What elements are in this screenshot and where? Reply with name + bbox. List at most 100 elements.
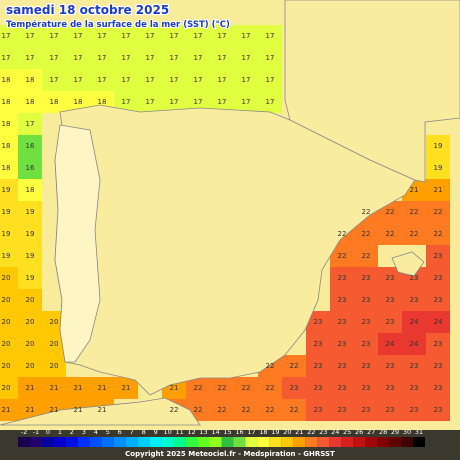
colorbar-label: 23 bbox=[319, 428, 327, 436]
sst-value: 19 bbox=[2, 186, 11, 194]
sst-cell bbox=[258, 399, 282, 421]
sst-value: 21 bbox=[74, 384, 83, 392]
sst-value: 23 bbox=[362, 296, 371, 304]
sst-value: 23 bbox=[314, 384, 323, 392]
sst-cell bbox=[18, 399, 42, 421]
sst-cell bbox=[90, 377, 114, 399]
credit: Copyright 2025 Meteociel.fr - Medspirati… bbox=[125, 450, 335, 458]
sst-value: 20 bbox=[2, 384, 11, 392]
colorbar-label: 6 bbox=[118, 428, 122, 436]
colorbar-swatch bbox=[221, 437, 234, 447]
portugal bbox=[54, 124, 101, 363]
sst-value: 19 bbox=[434, 142, 443, 150]
sst-value: 18 bbox=[2, 142, 11, 150]
colorbar-label: 25 bbox=[343, 428, 351, 436]
colorbar-swatch bbox=[305, 437, 318, 447]
sst-value: 19 bbox=[26, 208, 35, 216]
sst-cell bbox=[18, 69, 42, 91]
sst-cell bbox=[42, 355, 66, 377]
colorbar-label: 16 bbox=[235, 428, 243, 436]
colorbar-swatch bbox=[125, 437, 138, 447]
sst-cell bbox=[18, 25, 42, 47]
colorbar-label: 0 bbox=[46, 428, 50, 436]
sst-value: 24 bbox=[386, 340, 395, 348]
colorbar-swatch bbox=[245, 437, 258, 447]
sst-cell bbox=[234, 91, 258, 113]
sst-value: 21 bbox=[50, 384, 59, 392]
colorbar: -2 -1 0 1 2 3 4 5 6 7 8 9 10 11 12 13 14 15 16 17 18 19 20 21 22… bbox=[18, 428, 425, 447]
sst-value: 22 bbox=[386, 208, 395, 216]
sst-value: 17 bbox=[146, 54, 155, 62]
sst-cell bbox=[0, 25, 18, 47]
colorbar-swatch bbox=[413, 437, 425, 447]
sst-cell bbox=[42, 25, 66, 47]
sst-value: 20 bbox=[26, 296, 35, 304]
colorbar-label: 7 bbox=[130, 428, 134, 436]
sst-value: 23 bbox=[386, 362, 395, 370]
colorbar-swatch bbox=[209, 437, 222, 447]
sst-cell bbox=[402, 201, 426, 223]
sst-value: 20 bbox=[26, 362, 35, 370]
sst-cell bbox=[0, 223, 18, 245]
colorbar-label: 31 bbox=[415, 428, 423, 436]
sst-cell bbox=[18, 311, 42, 333]
colorbar-label: 14 bbox=[211, 428, 219, 436]
sst-value: 21 bbox=[434, 186, 443, 194]
sst-value: 20 bbox=[26, 318, 35, 326]
sst-value: 17 bbox=[266, 98, 275, 106]
sst-cell bbox=[0, 399, 18, 421]
colorbar-swatch bbox=[41, 437, 54, 447]
sst-cell bbox=[0, 333, 18, 355]
sst-cell bbox=[186, 47, 210, 69]
sst-value: 17 bbox=[242, 98, 251, 106]
sst-cell bbox=[162, 25, 186, 47]
sst-value: 17 bbox=[26, 54, 35, 62]
sst-cell bbox=[354, 311, 378, 333]
sst-cell bbox=[0, 113, 18, 135]
sst-value: 22 bbox=[410, 208, 419, 216]
sst-value: 23 bbox=[434, 274, 443, 282]
colorbar-swatch bbox=[317, 437, 330, 447]
sst-cell bbox=[210, 91, 234, 113]
sst-cell bbox=[18, 135, 42, 157]
sst-value: 20 bbox=[50, 340, 59, 348]
sst-cell bbox=[0, 267, 18, 289]
colorbar-swatch bbox=[101, 437, 114, 447]
sst-value: 19 bbox=[2, 208, 11, 216]
sst-value: 17 bbox=[170, 76, 179, 84]
title: samedi 18 octobre 2025 bbox=[6, 3, 169, 17]
sst-value: 17 bbox=[50, 54, 59, 62]
sst-value: 18 bbox=[26, 186, 35, 194]
sst-cell bbox=[378, 399, 402, 421]
sst-cell bbox=[378, 311, 402, 333]
sst-value: 23 bbox=[314, 406, 323, 414]
sst-cell bbox=[0, 179, 18, 201]
sst-value: 19 bbox=[2, 230, 11, 238]
colorbar-swatch bbox=[365, 437, 378, 447]
sst-value: 17 bbox=[242, 76, 251, 84]
colorbar-swatch bbox=[89, 437, 102, 447]
sst-cell bbox=[42, 91, 66, 113]
sst-cell bbox=[258, 91, 282, 113]
sst-cell bbox=[426, 289, 450, 311]
sst-cell bbox=[330, 267, 354, 289]
sst-value: 17 bbox=[266, 76, 275, 84]
sst-value: 22 bbox=[242, 384, 251, 392]
colorbar-label: -1 bbox=[33, 428, 39, 436]
sst-cell bbox=[354, 223, 378, 245]
sst-cell bbox=[402, 377, 426, 399]
sst-cell bbox=[90, 25, 114, 47]
sst-value: 21 bbox=[50, 406, 59, 414]
sst-cell bbox=[90, 69, 114, 91]
sst-value: 17 bbox=[74, 32, 83, 40]
sst-value: 23 bbox=[290, 384, 299, 392]
sst-cell bbox=[0, 69, 18, 91]
sst-value: 23 bbox=[434, 362, 443, 370]
sst-cell bbox=[354, 267, 378, 289]
sst-cell bbox=[42, 377, 66, 399]
sst-cell bbox=[186, 377, 210, 399]
sst-value: 23 bbox=[362, 406, 371, 414]
sst-value: 17 bbox=[218, 32, 227, 40]
sst-value: 23 bbox=[314, 340, 323, 348]
